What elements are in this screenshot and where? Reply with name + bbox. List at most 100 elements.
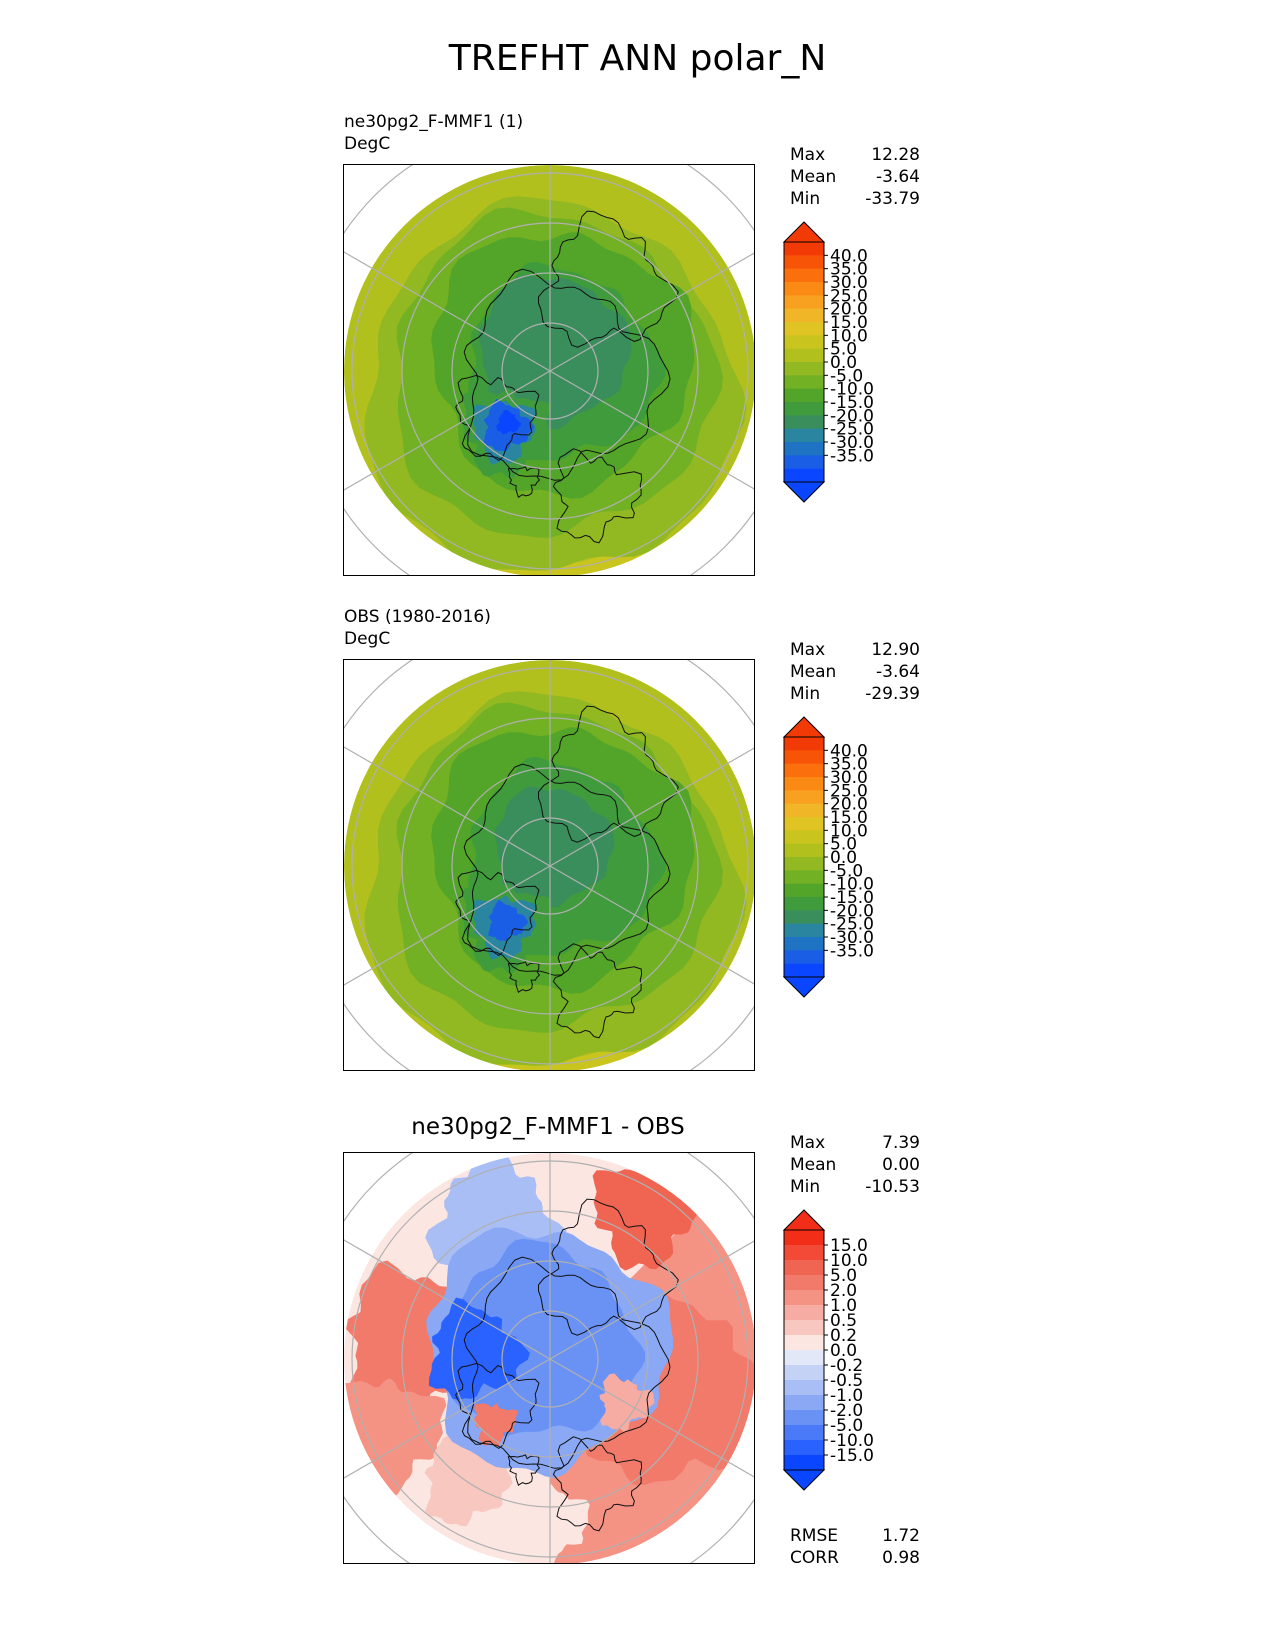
colorbar-band <box>784 255 824 270</box>
colorbar-tick-label: 15.0 <box>830 808 868 828</box>
stat-min-label: Min <box>790 1177 821 1197</box>
colorbar-tick-label: -25.0 <box>830 915 874 935</box>
colorbar-band <box>784 322 824 336</box>
coastline <box>455 869 540 957</box>
colorbar-tick-label: 20.0 <box>830 300 868 320</box>
meridian-line <box>344 865 551 986</box>
colorbar-band <box>784 950 824 965</box>
test-map-svg <box>344 165 754 575</box>
colorbar-band <box>784 1230 824 1246</box>
reference-map <box>343 659 755 1071</box>
colorbar-tick-label: 40.0 <box>830 246 868 266</box>
stat-max-label: Max <box>790 145 826 165</box>
reference-colorbar: 40.035.030.025.020.015.010.05.00.0-5.0-1… <box>782 716 874 998</box>
colorbar-band <box>784 388 824 403</box>
colorbar-band <box>784 1365 824 1381</box>
reference-map-svg <box>344 660 754 1070</box>
stat-max-label: Max <box>790 640 826 660</box>
colorbar-band <box>784 415 824 430</box>
colorbar-band <box>784 1410 824 1426</box>
colorbar-band <box>784 402 824 416</box>
colorbar-tick-label: -35.0 <box>830 941 874 961</box>
coastline <box>538 210 679 348</box>
stat-max-value: 12.90 <box>871 640 920 660</box>
colorbar-tick-label: 0.0 <box>830 1341 857 1361</box>
reference-stats: Max 12.90 Mean -3.64 Min -29.39 <box>790 639 920 705</box>
corr-label: CORR <box>790 1548 839 1568</box>
meridian-line <box>344 1239 551 1360</box>
figure-title: TREFHT ANN polar_N <box>448 38 827 79</box>
colorbar-band <box>784 428 824 443</box>
coastline <box>507 466 541 498</box>
colorbar-tick-label: 35.0 <box>830 755 868 775</box>
meridian-line <box>549 865 754 985</box>
colorbar-tick-label: -30.0 <box>830 928 874 948</box>
stat-min-value: -10.53 <box>865 1177 920 1197</box>
colorbar-tick-label: 40.0 <box>830 741 868 761</box>
colorbar-band <box>784 442 824 456</box>
colorbar-band <box>784 362 824 376</box>
colorbar-band <box>784 308 824 323</box>
colorbar-band <box>784 803 824 818</box>
reference-panel-units: DegC <box>344 629 391 649</box>
colorbar-band <box>784 897 824 911</box>
rmse-label: RMSE <box>790 1526 839 1546</box>
corr-value: 0.98 <box>882 1548 920 1568</box>
colorbar-tick-label: 5.0 <box>830 1266 857 1286</box>
stat-min-label: Min <box>790 684 821 704</box>
colorbar-band <box>784 455 824 470</box>
test-stats: Max 12.28 Mean -3.64 Min -33.79 <box>790 144 920 210</box>
colorbar-tick-label: 5.0 <box>830 835 857 855</box>
colorbar-tick-label: -5.0 <box>830 861 863 881</box>
colorbar-tick-label: 0.5 <box>830 1311 857 1331</box>
colorbar-tick-label: 10.0 <box>830 1251 868 1271</box>
colorbar-band <box>784 923 824 938</box>
difference-panel-title: ne30pg2_F-MMF1 - OBS <box>411 1114 685 1140</box>
colorbar-band <box>784 763 824 778</box>
meridian-line <box>344 746 551 867</box>
colorbar-band <box>784 830 824 845</box>
colorbar-band <box>784 242 824 256</box>
meridian-line <box>344 251 551 372</box>
colorbar-band <box>784 883 824 898</box>
colorbar-band <box>784 1395 824 1411</box>
colorbar-band <box>784 335 824 350</box>
colorbar-band <box>784 1440 824 1456</box>
colorbar-band <box>784 1350 824 1366</box>
meridian-line <box>344 1358 551 1479</box>
coastline <box>455 374 540 462</box>
colorbar-tick-label: -10.0 <box>830 875 874 895</box>
colorbar-band <box>784 268 824 283</box>
colorbar-tick-label: 30.0 <box>830 768 868 788</box>
colorbar-tick-label: 20.0 <box>830 795 868 815</box>
meridian-line <box>549 1240 754 1360</box>
difference-colorbar: 15.010.05.02.01.00.50.20.0-0.2-0.5-1.0-2… <box>782 1209 874 1491</box>
meridian-line <box>549 1358 754 1478</box>
meridian-line <box>344 370 551 491</box>
difference-map <box>343 1152 755 1564</box>
coastline <box>538 705 679 843</box>
colorbar-tick-label: -20.0 <box>830 406 874 426</box>
colorbar-tick-label: -35.0 <box>830 446 874 466</box>
colorbar-band <box>784 963 824 978</box>
colorbar-extend-min <box>782 976 826 998</box>
field-contour <box>496 410 522 435</box>
test-panel-units: DegC <box>344 134 391 154</box>
test-panel-label: ne30pg2_F-MMF1 (1) DegC <box>344 111 523 155</box>
colorbar-band <box>784 348 824 363</box>
colorbar-tick-label: -30.0 <box>830 433 874 453</box>
colorbar-band <box>784 1380 824 1396</box>
map-overlay <box>344 165 754 575</box>
stat-mean-label: Mean <box>790 167 837 187</box>
colorbar-tick-label: 30.0 <box>830 273 868 293</box>
field-contour <box>488 899 529 942</box>
colorbar-band <box>784 1260 824 1276</box>
colorbar-band <box>784 843 824 858</box>
reference-panel-label: OBS (1980-2016) DegC <box>344 606 491 650</box>
temperature-field <box>344 660 754 1070</box>
colorbar-band <box>784 790 824 805</box>
colorbar-tick-label: -0.2 <box>830 1356 863 1376</box>
stat-max-value: 7.39 <box>882 1133 920 1153</box>
colorbar-band <box>784 1275 824 1291</box>
stat-max-value: 12.28 <box>871 145 920 165</box>
